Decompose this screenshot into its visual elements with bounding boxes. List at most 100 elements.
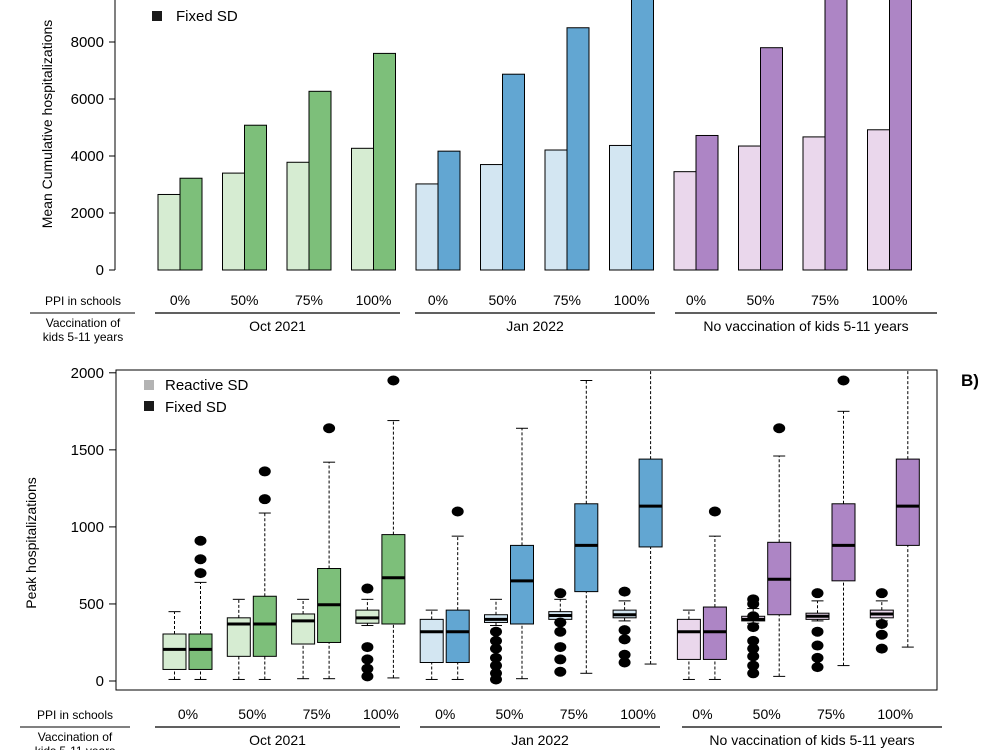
bar-reactive-sd	[351, 147, 374, 271]
legend-fixed-swatch-b	[144, 401, 154, 411]
reactive-sd-outlier	[554, 588, 567, 599]
panel-b-y-tick-label: 1500	[71, 442, 104, 459]
panel-b-box-plot: 0 500 1000 1500 2000 Peak hospitalizations B…	[20, 365, 979, 750]
panel-b-y-tick-label: 1000	[71, 519, 104, 536]
reactive-sd-outlier	[747, 594, 760, 605]
fixed-sd-box	[510, 544, 534, 625]
fixed-sd-box	[638, 458, 663, 548]
reactive-sd-outlier	[747, 651, 760, 662]
legend-fixed-swatch	[152, 11, 162, 21]
panel-a-group-label: Oct 2021	[249, 318, 306, 334]
panel-a-y-tick-label: 6000	[71, 91, 104, 108]
fixed-sd-outlier	[194, 535, 207, 546]
fixed-sd-outlier	[323, 423, 336, 434]
bar-reactive-sd	[738, 145, 761, 271]
reactive-sd-outlier	[490, 635, 502, 646]
bar-fixed-sd	[695, 134, 719, 271]
bar-reactive-sd	[673, 171, 697, 271]
reactive-sd-outlier	[875, 643, 888, 654]
reactive-sd-outlier	[490, 626, 502, 637]
ppi-row-label-a: PPI in schools	[45, 294, 121, 308]
legend-reactive-label: Reactive SD	[165, 377, 249, 394]
reactive-sd-outlier	[811, 662, 824, 673]
panel-a-ppi-label: 0%	[686, 292, 706, 308]
reactive-sd-box	[291, 613, 316, 645]
panel-a-bar-chart: 0 2000 4000 6000 8000 Mean Cumulative hospit…	[30, 0, 937, 344]
panel-a-y-ticks: 0 2000 4000 6000 8000	[71, 34, 115, 279]
panel-a-group-label: No vaccination of kids 5-11 years	[703, 318, 908, 334]
reactive-sd-outlier	[811, 626, 824, 637]
reactive-sd-outlier	[811, 640, 824, 651]
reactive-sd-outlier	[618, 657, 631, 668]
panel-a-row-labels: PPI in schools Vaccination of kids 5-11 …	[30, 294, 135, 344]
reactive-sd-outlier	[747, 643, 760, 654]
panel-a-y-tick-label: 4000	[71, 148, 104, 165]
legend-fixed-label-b: Fixed SD	[165, 399, 227, 416]
panel-b-ppi-label: 50%	[238, 706, 266, 722]
panel-a-ppi-label: 100%	[356, 292, 392, 308]
bar-reactive-sd	[480, 164, 503, 271]
panel-b-ppi-label: 100%	[620, 706, 656, 722]
panel-b-y-axis-label: Peak hospitalizations	[23, 477, 39, 609]
panel-b-y-tick-label: 0	[96, 673, 104, 690]
reactive-sd-outlier	[811, 588, 824, 599]
reactive-sd-box	[676, 618, 701, 660]
panel-b-ppi-label: 0%	[435, 706, 455, 722]
panel-b-ppi-label: 75%	[560, 706, 588, 722]
panel-b-y-ticks: 0 500 1000 1500 2000	[71, 365, 116, 690]
panel-b-x-labels: 0% 50% 75% 100% 0% 50% 75% 100% 0% 50% 75% 100% Oct …	[155, 706, 942, 748]
panel-b-boxes	[162, 370, 920, 685]
panel-b-ppi-label: 50%	[753, 706, 781, 722]
panel-a-ppi-label: 75%	[811, 292, 839, 308]
reactive-sd-outlier	[554, 626, 567, 637]
vacc-row-label-b-2: kids 5-11 years	[35, 744, 115, 750]
bar-reactive-sd	[544, 149, 568, 271]
panel-a-ppi-label: 50%	[230, 292, 258, 308]
reactive-sd-outlier	[361, 642, 374, 653]
bar-fixed-sd	[437, 150, 461, 271]
fixed-sd-box	[895, 458, 920, 546]
vacc-row-label-a-1: Vaccination of	[46, 316, 121, 330]
fixed-sd-box	[574, 503, 599, 593]
panel-a-ppi-label: 100%	[872, 292, 908, 308]
fixed-sd-box	[188, 633, 213, 670]
panel-a-y-tick-label: 0	[96, 262, 104, 279]
bar-fixed-sd	[308, 90, 332, 271]
fixed-sd-outlier	[194, 568, 207, 579]
fixed-sd-box	[381, 534, 406, 625]
reactive-sd-outlier	[747, 660, 760, 671]
reactive-sd-outlier	[554, 654, 567, 665]
reactive-sd-outlier	[361, 654, 374, 665]
reactive-sd-outlier	[490, 660, 502, 671]
panel-b-row-labels: PPI in schools Vaccination of kids 5-11 …	[20, 708, 130, 750]
panel-b-y-tick-label: 2000	[71, 365, 104, 382]
bar-fixed-sd	[824, 0, 848, 271]
reactive-sd-outlier	[747, 611, 760, 622]
bar-reactive-sd	[157, 193, 181, 271]
panel-a-legend: Fixed SD	[152, 8, 238, 25]
reactive-sd-outlier	[811, 652, 824, 663]
panel-b-ppi-label: 75%	[817, 706, 845, 722]
reactive-sd-outlier	[618, 586, 631, 597]
panel-b-label: B)	[961, 371, 979, 390]
legend-reactive-swatch	[144, 380, 154, 390]
reactive-sd-outlier	[554, 642, 567, 653]
panel-b-ppi-label: 0%	[178, 706, 198, 722]
panel-a-ppi-label: 75%	[553, 292, 581, 308]
fixed-sd-outlier	[773, 423, 786, 434]
panel-b-frame	[115, 369, 938, 691]
bar-reactive-sd	[867, 129, 890, 271]
bar-fixed-sd	[566, 27, 590, 271]
fixed-sd-box	[702, 606, 727, 660]
panel-a-x-labels: 0% 50% 75% 100% 0% 50% 75% 100% 0% 50% 75% 100% Oct …	[155, 292, 937, 334]
reactive-sd-outlier	[618, 634, 631, 645]
fixed-sd-outlier	[258, 466, 271, 477]
panel-b-legend: Reactive SD Fixed SD	[144, 377, 249, 416]
reactive-sd-outlier	[490, 643, 502, 654]
bar-fixed-sd	[179, 177, 203, 271]
panel-b-group-label: No vaccination of kids 5-11 years	[709, 732, 914, 748]
bar-reactive-sd	[802, 136, 826, 271]
reactive-sd-outlier	[747, 668, 760, 679]
fixed-sd-outlier	[387, 375, 400, 386]
